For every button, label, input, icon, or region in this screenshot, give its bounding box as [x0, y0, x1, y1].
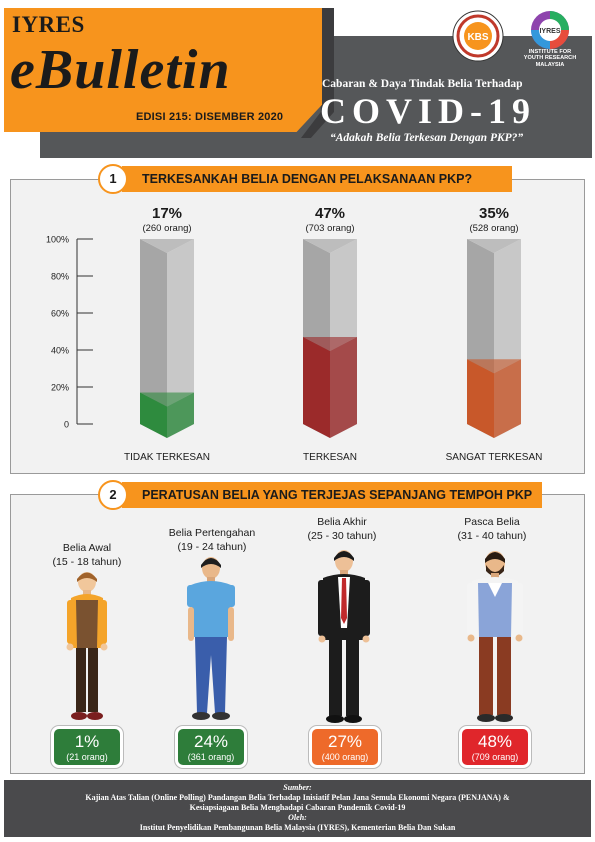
y-tick-label: 0 [64, 420, 69, 430]
bar-fill-left [467, 359, 494, 438]
bar-value-label: 35% [479, 205, 509, 222]
y-tick-label: 20% [51, 383, 69, 393]
badge-count: (361 orang) [187, 752, 235, 762]
iyres-caption-line: MALAYSIA [535, 61, 565, 68]
bar-count-label: (260 orang) [142, 223, 191, 234]
bar-fill-left [303, 337, 330, 438]
group-name: Pasca Belia [464, 516, 520, 528]
iyres-logo-caption: INSTITUTE FOR YOUTH RESEARCH MALAYSIA [510, 49, 590, 68]
iyres-caption-line: INSTITUTE FOR [528, 49, 572, 55]
bar-fill-right [494, 359, 521, 438]
y-tick-label: 60% [51, 309, 69, 319]
y-tick-label: 40% [51, 346, 69, 356]
badge-belia-awal: 1% (21 orang) [51, 726, 123, 768]
header-title-panel [4, 8, 322, 132]
bar-fill-top [303, 337, 357, 352]
impact-bar-chart: 0 20% 40% 60% 80% 100% 17%(260 orang) TIDAK TER… [46, 205, 543, 463]
bar-fill-right [330, 337, 357, 438]
x-category-label: SANGAT TERKESAN [446, 452, 543, 463]
group-range: (31 - 40 tahun) [457, 530, 527, 542]
badge-count: (400 orang) [321, 752, 369, 762]
badge-percent: 27% [327, 732, 363, 751]
person-belia-akhir-figure [318, 550, 370, 723]
group-label-belia-akhir: Belia Akhir (25 - 30 tahun) [282, 515, 402, 543]
group-range: (19 - 24 tahun) [177, 541, 247, 553]
bar-value-label: 17% [152, 205, 182, 222]
bar-track-top [303, 239, 357, 253]
person-belia-awal-figure [66, 572, 108, 720]
person-pasca-belia-figure [467, 551, 523, 722]
section2-title: PERATUSAN BELIA YANG TERJEJAS SEPANJANG … [122, 482, 542, 508]
bar-count-label: (528 orang) [469, 223, 518, 234]
badge-belia-pertengahan: 24% (361 orang) [175, 726, 247, 768]
group-name: Belia Pertengahan [168, 527, 256, 539]
source-line: Kesiapsiagaan Belia Menghadapi Cabaran P… [189, 803, 406, 812]
group-name: Belia Akhir [317, 516, 367, 528]
section1-title: TERKESANKAH BELIA DENGAN PELAKSANAAN PKP… [122, 166, 512, 192]
group-label-belia-pertengahan: Belia Pertengahan (19 - 24 tahun) [152, 526, 272, 554]
source-line: Kajian Atas Talian (Online Polling) Pand… [85, 793, 510, 802]
by-text: Institut Penyelidikan Pembangunan Belia … [139, 823, 456, 832]
badge-percent: 1% [74, 732, 100, 751]
header-question: “Adakah Belia Terkesan Dengan PKP?” [330, 132, 524, 144]
badge-belia-akhir: 27% (400 orang) [309, 726, 381, 768]
badge-percent: 24% [193, 732, 229, 751]
y-tick-label: 100% [46, 235, 69, 245]
footer-source: Sumber: Kajian Atas Talian (Online Polli… [4, 780, 591, 837]
section2-number: 2 [98, 480, 128, 510]
bar-fill-left [140, 392, 167, 438]
bulletin-title: eBulletin [10, 39, 231, 101]
iyres-caption-line: YOUTH RESEARCH [523, 55, 577, 62]
group-label-pasca-belia: Pasca Belia (31 - 40 tahun) [432, 515, 552, 543]
bar-track-top [467, 239, 521, 253]
bar-fill-right [167, 392, 194, 438]
x-category-label: TIDAK TERKESAN [124, 452, 210, 463]
x-category-label: TERKESAN [303, 452, 357, 463]
source-label: Sumber: [283, 783, 312, 792]
iyres-logo-text: IYRES [539, 28, 560, 35]
bar-count-label: (703 orang) [305, 223, 354, 234]
iyres-logo: IYRES [531, 11, 569, 49]
brand-name: IYRES [12, 12, 85, 37]
badge-count: (709 orang) [471, 752, 519, 762]
bar-fill-top [467, 359, 521, 374]
by-label: Oleh: [288, 813, 307, 822]
badge-count: (21 orang) [66, 752, 108, 762]
y-tick-label: 80% [51, 272, 69, 282]
section1-number: 1 [98, 164, 128, 194]
bar-track-top [140, 239, 194, 253]
kbs-logo: KBS [452, 10, 504, 62]
group-range: (15 - 18 tahun) [52, 556, 122, 568]
bar-track-right [167, 239, 194, 438]
header-headline: COVID-19 [320, 91, 536, 131]
kbs-logo-text: KBS [467, 32, 488, 43]
person-belia-pertengahan-figure [187, 557, 235, 720]
header-subtitle: Cabaran & Daya Tindak Belia Terhadap [322, 78, 523, 90]
bar-fill-top [140, 392, 194, 407]
badge-pasca-belia: 48% (709 orang) [459, 726, 531, 768]
group-label-belia-awal: Belia Awal (15 - 18 tahun) [27, 541, 147, 569]
bar-value-label: 47% [315, 205, 345, 222]
bar-track-left [140, 239, 167, 438]
group-range: (25 - 30 tahun) [307, 530, 377, 542]
edition-label: EDISI 215: DISEMBER 2020 [136, 111, 284, 123]
group-name: Belia Awal [62, 542, 112, 554]
badge-percent: 48% [477, 732, 513, 751]
